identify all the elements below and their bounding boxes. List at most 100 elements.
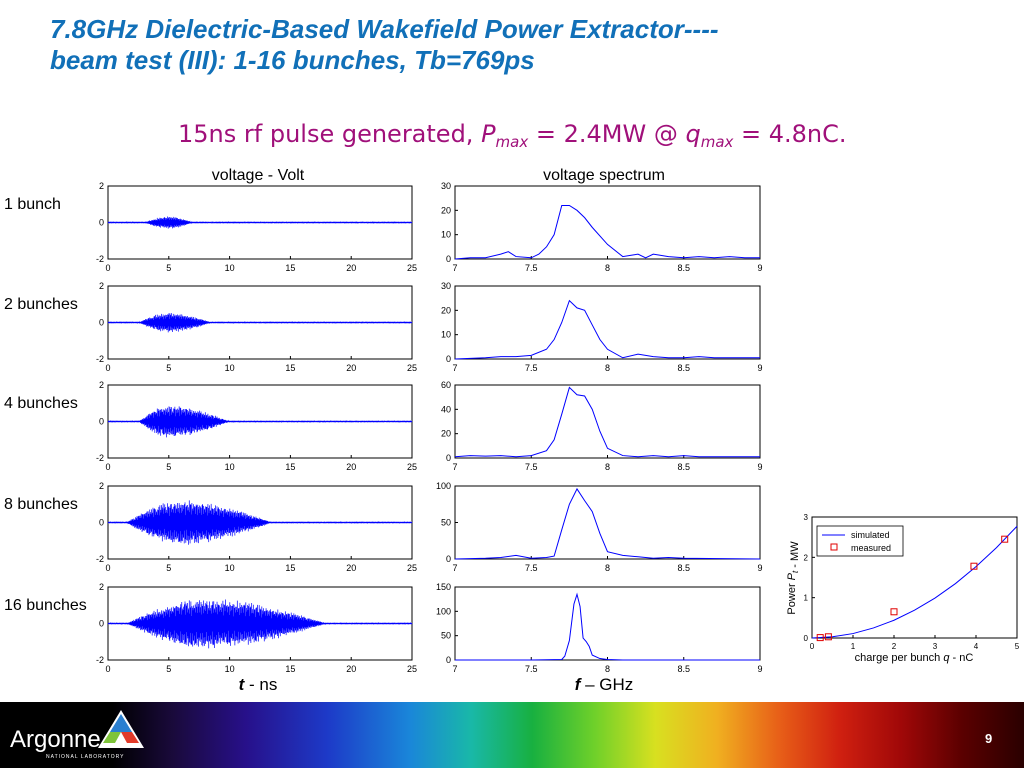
spectrum-axes-box bbox=[454, 185, 761, 260]
spectrum-y-tick-label: 20 bbox=[441, 305, 451, 315]
spectrum-axes-box bbox=[454, 485, 761, 560]
spectrum-x-tick-label: 7 bbox=[452, 664, 457, 674]
measured-point bbox=[824, 633, 832, 641]
row-label-3: 4 bunches bbox=[4, 395, 78, 412]
row-label-2: 2 bunches bbox=[4, 296, 78, 313]
spectrum-y-tick-label: 30 bbox=[441, 181, 451, 191]
power-y-tick-label: 2 bbox=[804, 553, 809, 562]
voltage-x-tick-label: 20 bbox=[346, 263, 356, 273]
spectrum-x-tick-label: 7 bbox=[452, 462, 457, 472]
voltage-panel-title: voltage - Volt bbox=[212, 167, 305, 184]
voltage-y-tick-label: -2 bbox=[96, 453, 104, 463]
spectrum-line-4 bbox=[454, 487, 761, 560]
spectrum-x-tick-label: 7.5 bbox=[525, 263, 538, 273]
power-y-tick-label: 0 bbox=[804, 634, 809, 643]
subtitle-q-symbol: q bbox=[685, 120, 701, 148]
voltage-x-tick-label: 25 bbox=[407, 363, 417, 373]
argonne-logo-icon bbox=[98, 710, 144, 748]
voltage-x-axis-label: t - ns bbox=[239, 675, 278, 694]
spectrum-line-2 bbox=[454, 299, 760, 360]
spectrum-x-tick-label: 7 bbox=[452, 363, 457, 373]
power-x-tick-label: 5 bbox=[1015, 642, 1020, 651]
voltage-x-tick-label: 20 bbox=[346, 563, 356, 573]
subtitle-p-subscript: max bbox=[495, 133, 529, 151]
voltage-waveform-1 bbox=[107, 216, 413, 229]
page-number: 9 bbox=[985, 731, 993, 746]
spectrum-x-tick-label: 8.5 bbox=[677, 462, 690, 472]
spectrum-x-tick-label: 7.5 bbox=[525, 664, 538, 674]
voltage-x-tick-label: 15 bbox=[285, 462, 295, 472]
voltage-x-tick-label: 0 bbox=[105, 462, 110, 472]
spectrum-x-tick-label: 7 bbox=[452, 263, 457, 273]
spectrum-x-tick-label: 8.5 bbox=[677, 363, 690, 373]
spectrum-x-tick-label: 8 bbox=[605, 664, 610, 674]
voltage-x-tick-label: 20 bbox=[346, 363, 356, 373]
voltage-x-tick-label: 15 bbox=[285, 363, 295, 373]
figure-panels: voltage - Volt voltage spectrum 1 bunch 0 5 1… bbox=[4, 167, 1020, 694]
spectrum-x-tick-label: 9 bbox=[757, 363, 762, 373]
voltage-x-tick-label: 25 bbox=[407, 664, 417, 674]
voltage-x-tick-label: 5 bbox=[166, 462, 171, 472]
power-legend-box bbox=[816, 525, 904, 557]
spectrum-x-tick-label: 7.5 bbox=[525, 462, 538, 472]
measured-point bbox=[890, 608, 898, 616]
voltage-y-tick-label: -2 bbox=[96, 554, 104, 564]
voltage-y-tick-label: -2 bbox=[96, 655, 104, 665]
spectrum-y-tick-label: 30 bbox=[441, 281, 451, 291]
spectrum-x-tick-label: 8 bbox=[605, 263, 610, 273]
legend-measured-swatch bbox=[830, 543, 838, 551]
slide-subtitle: 15ns rf pulse generated, Pmax = 2.4MW @ … bbox=[178, 120, 847, 151]
spectrum-y-tick-label: 40 bbox=[441, 404, 451, 414]
spectrum-y-tick-label: 100 bbox=[436, 481, 451, 491]
spectrum-x-tick-label: 8.5 bbox=[677, 664, 690, 674]
voltage-x-tick-label: 0 bbox=[105, 363, 110, 373]
voltage-x-tick-label: 25 bbox=[407, 263, 417, 273]
measured-point bbox=[1001, 535, 1009, 543]
row-label-1: 1 bunch bbox=[4, 196, 61, 213]
power-x-tick-label: 2 bbox=[892, 642, 897, 651]
spectrum-line-3 bbox=[454, 386, 760, 458]
power-x-axis-label: charge per bunch q - nC bbox=[855, 652, 974, 664]
spectrum-y-tick-label: 60 bbox=[441, 380, 451, 390]
power-y-tick-label: 1 bbox=[804, 594, 809, 603]
spectrum-x-axis-label: f – GHz bbox=[575, 675, 634, 694]
power-x-tick-label: 4 bbox=[974, 642, 979, 651]
voltage-x-tick-label: 25 bbox=[407, 462, 417, 472]
spectrum-y-tick-label: 0 bbox=[446, 453, 451, 463]
voltage-y-tick-label: -2 bbox=[96, 254, 104, 264]
spectrum-y-tick-label: 150 bbox=[436, 582, 451, 592]
spectrum-y-tick-label: 50 bbox=[441, 518, 451, 528]
power-x-tick-label: 3 bbox=[933, 642, 938, 651]
slide-title-line-2: beam test (III): 1-16 bunches, Tb=769ps bbox=[50, 45, 535, 75]
spectrum-y-tick-label: 100 bbox=[436, 606, 451, 616]
spectrum-y-tick-label: 0 bbox=[446, 254, 451, 264]
spectrum-x-tick-label: 9 bbox=[757, 462, 762, 472]
voltage-x-tick-label: 10 bbox=[225, 563, 235, 573]
subtitle-pre: 15ns rf pulse generated, bbox=[178, 120, 482, 148]
voltage-x-tick-label: 10 bbox=[225, 462, 235, 472]
spectrum-y-tick-label: 20 bbox=[441, 429, 451, 439]
voltage-y-tick-label: 2 bbox=[99, 582, 104, 592]
spectrum-axes-box bbox=[454, 586, 761, 661]
spectrum-x-tick-label: 7 bbox=[452, 563, 457, 573]
voltage-x-tick-label: 0 bbox=[105, 664, 110, 674]
measured-point bbox=[816, 634, 824, 642]
spectrum-x-tick-label: 8.5 bbox=[677, 563, 690, 573]
power-x-tick-label: 0 bbox=[810, 642, 815, 651]
spectrum-x-tick-label: 8 bbox=[605, 363, 610, 373]
spectrum-x-tick-label: 9 bbox=[757, 563, 762, 573]
simulated-line bbox=[811, 525, 1018, 639]
spectrum-y-tick-label: 0 bbox=[446, 655, 451, 665]
voltage-x-tick-label: 15 bbox=[285, 664, 295, 674]
voltage-x-tick-label: 5 bbox=[166, 563, 171, 573]
voltage-y-tick-label: 0 bbox=[99, 417, 104, 427]
spectrum-line-1 bbox=[454, 204, 760, 260]
power-x-tick-label: 1 bbox=[851, 642, 856, 651]
spectrum-panel-title: voltage spectrum bbox=[543, 167, 665, 184]
footer-bar bbox=[0, 702, 1024, 768]
subtitle-post: = 4.8nC. bbox=[733, 120, 847, 148]
spectrum-axes-box bbox=[454, 285, 761, 360]
spectrum-x-tick-label: 8.5 bbox=[677, 263, 690, 273]
voltage-x-tick-label: 15 bbox=[285, 263, 295, 273]
voltage-x-tick-label: 10 bbox=[225, 664, 235, 674]
